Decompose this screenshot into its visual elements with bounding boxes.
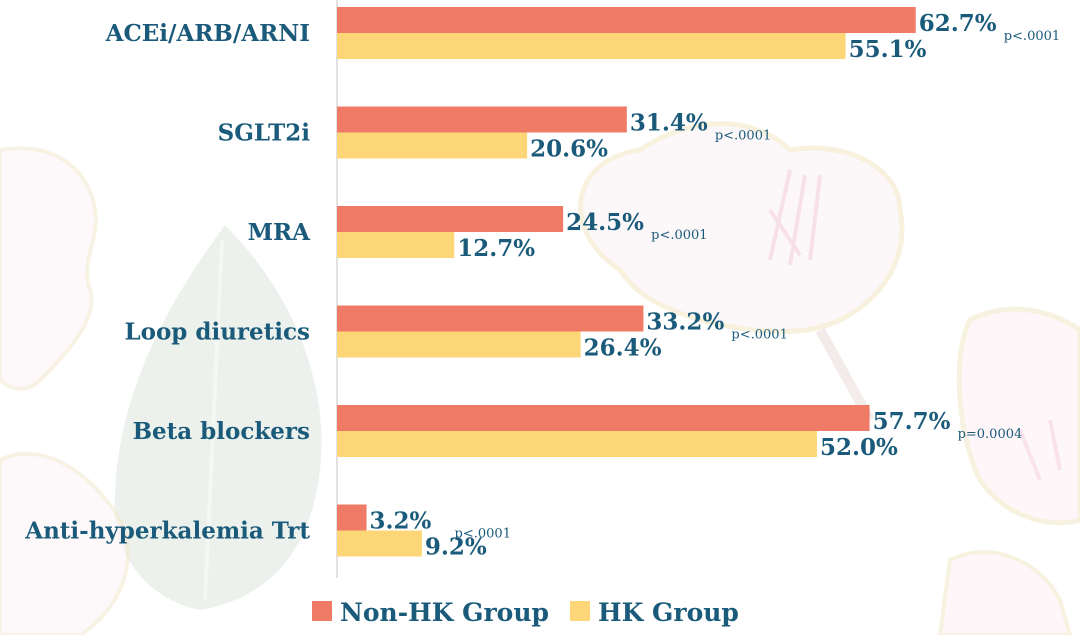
category-label: Beta blockers — [133, 418, 310, 445]
p-value-label: p<.0001 — [455, 527, 511, 542]
bar-hk — [337, 33, 846, 59]
p-value-label: p<.0001 — [731, 328, 787, 343]
category-group: ACEi/ARB/ARNI 62.7%55.1% p<.0001 — [105, 7, 1060, 63]
p-value-label: p<.0001 — [715, 129, 771, 144]
category-group: SGLT2i 31.4% 20.6% p<.0001 — [218, 106, 771, 163]
bar-hk — [337, 132, 528, 159]
category-label: SGLT2i — [218, 120, 311, 147]
value-label-non-hk: 31.4% — [630, 110, 708, 137]
value-label-hk: 26.4% — [584, 335, 662, 362]
category-label: MRA — [248, 219, 312, 246]
category-group: MRA 24.5% 12.7% p<.0001 — [248, 206, 708, 262]
blossom-decoration-left — [0, 146, 130, 635]
bar-hk — [337, 431, 817, 457]
category-group: Anti-hyperkalemia Trt 3.2%9.2%p<.0001 — [24, 504, 511, 561]
value-label-non-hk: 3.2% — [370, 508, 432, 535]
category-label: ACEi/ARB/ARNI — [105, 20, 310, 47]
legend-label-non-hk: Non-HK Group — [340, 598, 549, 627]
bar-non-hk — [337, 7, 916, 33]
value-label-hk: 9.2% — [425, 534, 487, 561]
p-value-label: p<.0001 — [1004, 29, 1060, 44]
value-label-non-hk: 62.7% — [919, 10, 997, 37]
category-group: Loop diuretics 33.2%26.4% p<.0001 — [124, 305, 788, 362]
bar-non-hk — [337, 405, 870, 431]
value-label-non-hk: 24.5% — [566, 209, 644, 236]
value-label-hk: 55.1% — [849, 36, 927, 63]
bar-non-hk — [337, 305, 644, 332]
bar-non-hk — [337, 106, 627, 133]
category-group: Beta blockers 57.7%52.0% p=0.0004 — [133, 405, 1023, 461]
bar-hk — [337, 232, 455, 258]
value-label-hk: 12.7% — [457, 235, 535, 262]
p-value-label: p=0.0004 — [958, 427, 1023, 442]
blossom-decoration-right — [937, 306, 1080, 635]
legend-swatch-hk — [570, 601, 590, 621]
p-value-label: p<.0001 — [651, 228, 707, 243]
bar-non-hk — [337, 504, 367, 531]
leaf-decoration — [114, 225, 322, 610]
bar-hk — [337, 530, 422, 557]
legend-swatch-non-hk — [312, 601, 332, 621]
category-groups: ACEi/ARB/ARNI 62.7%55.1% p<.0001 SGLT2i 31.4… — [24, 7, 1060, 561]
value-label-hk: 20.6% — [530, 136, 608, 163]
category-label: Loop diuretics — [124, 319, 310, 346]
legend: Non-HK Group HK Group — [312, 598, 739, 627]
value-label-non-hk: 33.2% — [646, 309, 724, 336]
bar-non-hk — [337, 206, 564, 232]
bar-hk — [337, 331, 581, 358]
value-label-hk: 52.0% — [820, 434, 898, 461]
legend-label-hk: HK Group — [598, 598, 739, 627]
value-label-non-hk: 57.7% — [873, 408, 951, 435]
category-label: Anti-hyperkalemia Trt — [24, 518, 310, 545]
